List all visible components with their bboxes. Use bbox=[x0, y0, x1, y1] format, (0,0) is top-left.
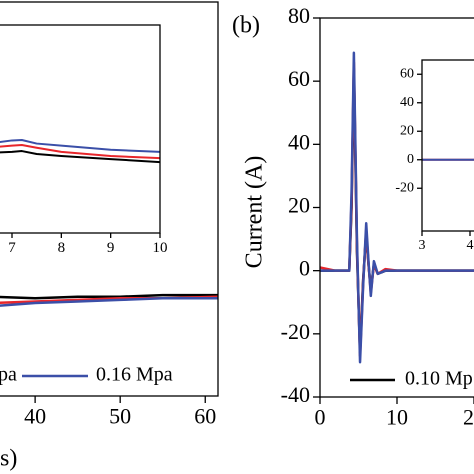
x-tick-label: 50 bbox=[109, 403, 131, 428]
series-line bbox=[0, 293, 218, 300]
plot-frame bbox=[0, 1, 219, 397]
x-tick-label: 0 bbox=[315, 404, 326, 429]
series-line bbox=[0, 297, 218, 307]
x-tick-label: 9 bbox=[107, 240, 115, 256]
y-tick-label: 40 bbox=[400, 95, 414, 110]
x-tick-label: 8 bbox=[58, 240, 66, 256]
x-tick-label: 40 bbox=[24, 403, 46, 428]
series-line bbox=[0, 144, 160, 160]
panel-label: (b) bbox=[232, 13, 260, 39]
y-tick-label: -40 bbox=[281, 382, 310, 407]
series-line bbox=[320, 51, 474, 364]
x-tick-label: 10 bbox=[386, 404, 408, 429]
plot-frame bbox=[421, 59, 474, 232]
x-tick-label: 10 bbox=[153, 240, 168, 256]
y-axis-label: Current (A) bbox=[242, 156, 268, 269]
y-tick-label: 20 bbox=[400, 123, 414, 138]
x-axis-label: s) bbox=[0, 446, 17, 472]
x-tick-label: 3 bbox=[419, 238, 426, 253]
inset-background bbox=[422, 60, 474, 231]
legend-label: 0.16 Mpa bbox=[96, 364, 173, 386]
series-line bbox=[0, 150, 160, 164]
y-tick-label: -20 bbox=[395, 180, 414, 195]
y-tick-label: 20 bbox=[288, 193, 310, 218]
y-tick-label: 40 bbox=[288, 129, 310, 154]
x-tick-label: 20 bbox=[463, 404, 474, 429]
inset-background bbox=[0, 25, 160, 233]
x-tick-label: 7 bbox=[8, 240, 16, 256]
y-tick-label: -20 bbox=[281, 319, 310, 344]
legend-label: 0.10 Mp bbox=[405, 368, 473, 390]
series-line bbox=[0, 139, 160, 153]
y-tick-label: 60 bbox=[288, 66, 310, 91]
y-tick-label: 0 bbox=[407, 152, 414, 167]
legend-label: pa bbox=[0, 364, 17, 386]
y-tick-label: 60 bbox=[400, 66, 414, 81]
x-tick-label: 4 bbox=[467, 238, 474, 253]
x-tick-label: 60 bbox=[194, 403, 216, 428]
y-tick-label: 0 bbox=[299, 256, 310, 281]
y-tick-label: 80 bbox=[288, 3, 310, 28]
